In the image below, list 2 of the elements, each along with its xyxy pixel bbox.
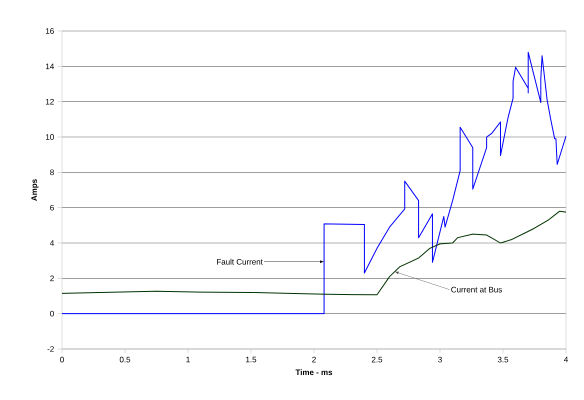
line-series bbox=[62, 52, 567, 314]
line-series bbox=[62, 210, 567, 296]
